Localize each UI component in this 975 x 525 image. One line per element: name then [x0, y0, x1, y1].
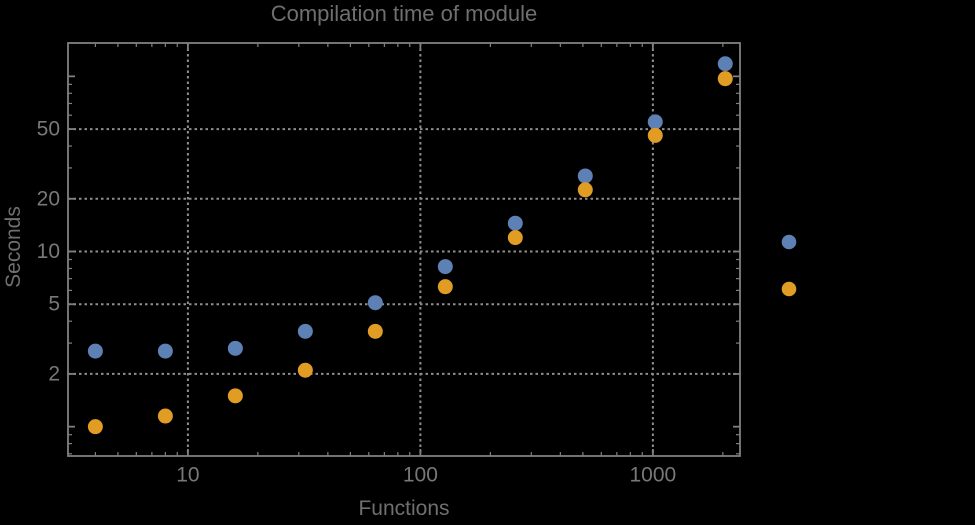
data-point-series-1-blue-x4: [87, 343, 103, 359]
y-tick-label-2: 2: [48, 362, 60, 385]
data-point-series-2-orange-x2048: [717, 71, 733, 87]
x-axis-label: Functions: [358, 497, 450, 520]
chart-title: Compilation time of module: [270, 1, 538, 26]
data-point-series-2-orange-x32: [297, 362, 313, 378]
data-point-series-2-orange-x1024: [647, 127, 663, 143]
data-point-series-1-blue-x512: [577, 168, 593, 184]
y-axis-label: Seconds: [2, 206, 25, 288]
x-tick-label-1000: 1000: [630, 463, 677, 486]
data-point-series-2-orange-x8: [157, 408, 173, 424]
data-point-series-2-orange-x64: [367, 323, 383, 339]
data-point-series-1-blue-x1024: [647, 114, 663, 130]
y-tick-label-5: 5: [48, 293, 60, 316]
legend-marker-series-2: [781, 281, 797, 297]
y-tick-label-10: 10: [37, 240, 60, 263]
data-point-series-1-blue-x64: [367, 295, 383, 311]
data-point-series-1-blue-x8: [157, 343, 173, 359]
data-point-series-2-orange-x16: [227, 388, 243, 404]
y-tick-label-20: 20: [37, 187, 60, 210]
y-tick-label-50: 50: [37, 118, 60, 141]
legend-marker-series-1: [781, 234, 797, 250]
x-tick-label-100: 100: [403, 463, 438, 486]
data-point-series-2-orange-x128: [437, 279, 453, 295]
data-point-series-1-blue-x256: [507, 215, 523, 231]
plot-frame: [67, 42, 741, 457]
data-point-series-2-orange-x512: [577, 182, 593, 198]
data-point-series-1-blue-x128: [437, 259, 453, 275]
x-tick-label-10: 10: [176, 463, 199, 486]
data-point-series-2-orange-x4: [87, 419, 103, 435]
data-point-series-1-blue-x2048: [717, 56, 733, 72]
data-point-series-1-blue-x32: [297, 323, 313, 339]
data-point-series-2-orange-x256: [507, 230, 523, 246]
data-point-series-1-blue-x16: [227, 340, 243, 356]
